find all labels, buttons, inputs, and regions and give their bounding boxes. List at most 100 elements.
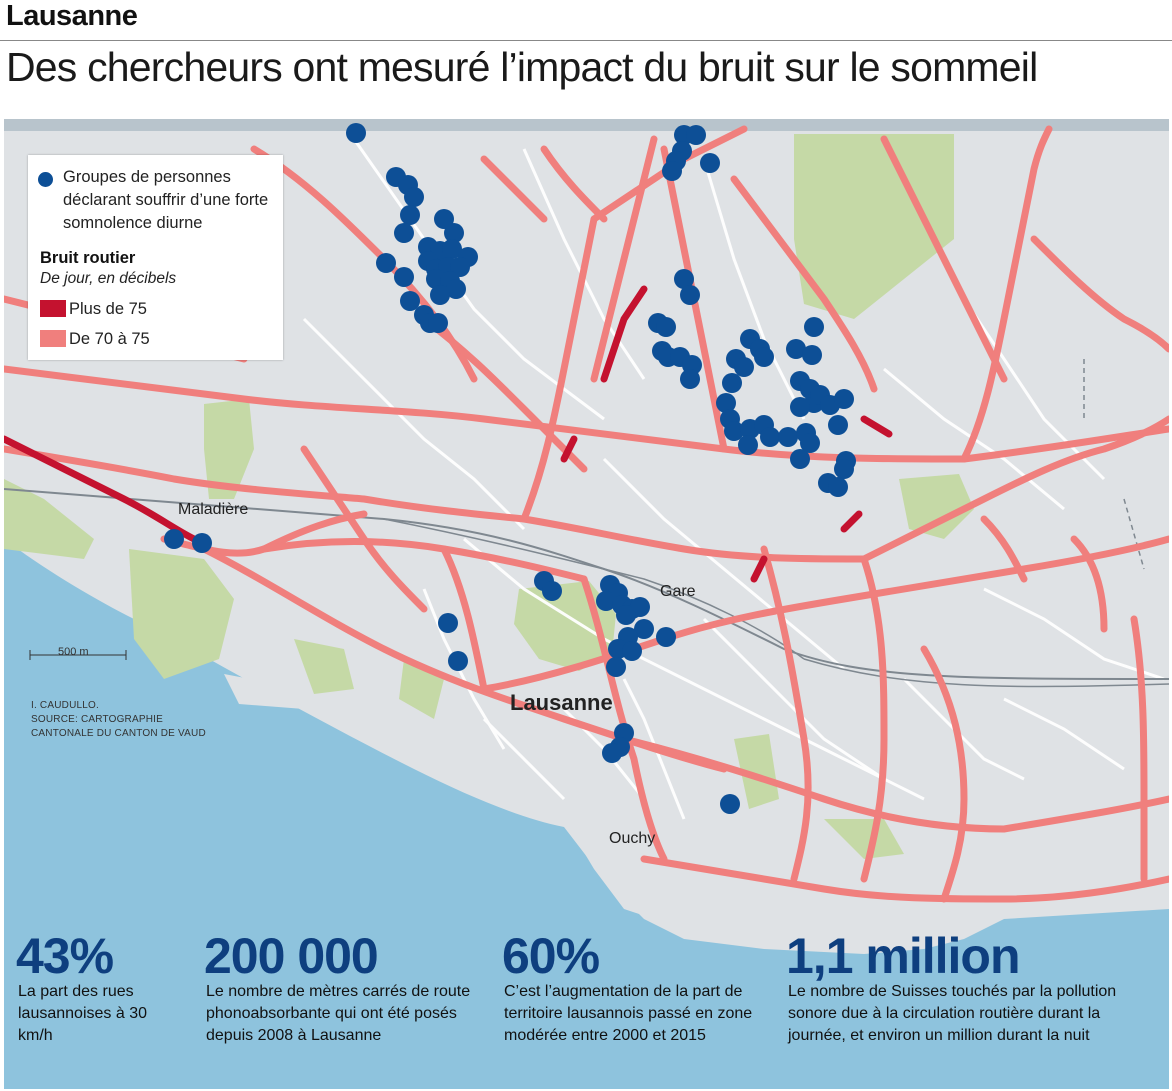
sleepiness-dot (786, 339, 806, 359)
label-lausanne: Lausanne (510, 690, 613, 715)
stat-text: Le nombre de Suisses touchés par la poll… (788, 983, 1117, 1044)
sleepiness-dot (674, 269, 694, 289)
stat-block: 200 000 Le nombre de mètres carrés de ro… (204, 925, 484, 1047)
sleepiness-dot (438, 613, 458, 633)
legend-swatch-medium (40, 330, 66, 347)
sleepiness-dot (800, 433, 820, 453)
scale-label: 500 m (58, 646, 89, 658)
legend-swatch-high (40, 300, 66, 317)
railway (1083, 359, 1145, 570)
sleepiness-dot (700, 153, 720, 173)
stat-value: 200 000 (204, 928, 379, 984)
sleepiness-dot (680, 285, 700, 305)
noise-map (4, 119, 1169, 1089)
stat-block: 1,1 million Le nombre de Suisses touchés… (786, 925, 1166, 1047)
credit-line: SOURCE: CARTOGRAPHIE (31, 714, 163, 725)
stat-text: C’est l’augmentation de la part de terri… (504, 983, 753, 1044)
park (129, 549, 234, 679)
noise-roads-75-plus (4, 285, 893, 583)
stat-text: Le nombre de mètres carrés de route phon… (206, 983, 471, 1044)
park (294, 639, 354, 694)
sleepiness-dot (790, 397, 810, 417)
park (4, 479, 94, 559)
label-gare: Gare (660, 583, 696, 600)
sleepiness-dot (602, 743, 622, 763)
sleepiness-dot (656, 627, 676, 647)
sleepiness-dot (804, 317, 824, 337)
header-rule (0, 40, 1172, 41)
sleepiness-dot (754, 347, 774, 367)
park (824, 819, 904, 859)
credit-line: CANTONALE DU CANTON DE VAUD (31, 728, 206, 739)
sleepiness-dot (448, 651, 468, 671)
sleepiness-dot (400, 205, 420, 225)
stat-value: 1,1 million (786, 928, 1021, 984)
sleepiness-dot (428, 313, 448, 333)
sleepiness-dot (656, 317, 676, 337)
legend-label-medium: De 70 à 75 (69, 330, 150, 348)
stat-block: 43% La part des rues lausannoises à 30 k… (16, 925, 186, 1047)
sleepiness-dot (606, 657, 626, 677)
map-legend: Groupes de personnes déclarant souffrir … (28, 155, 283, 360)
sleepiness-dots (164, 123, 856, 814)
harbour-pier (224, 674, 304, 709)
ouchy-port (564, 819, 654, 919)
section-kicker: Lausanne (6, 0, 138, 32)
sleepiness-dot (376, 253, 396, 273)
sleepiness-dot (802, 345, 822, 365)
map-credit: I. CAUDULLO. SOURCE: CARTOGRAPHIE CANTON… (31, 699, 206, 741)
stat-text: La part des rues lausannoises à 30 km/h (18, 983, 147, 1044)
sleepiness-dot (444, 223, 464, 243)
sleepiness-dot (394, 267, 414, 287)
stat-value: 43% (16, 928, 114, 984)
legend-noise-subtitle: De jour, en décibels (40, 270, 177, 287)
sleepiness-dot (404, 187, 424, 207)
sleepiness-dot (760, 427, 780, 447)
sleepiness-dot (790, 449, 810, 469)
sleepiness-dot (346, 123, 366, 143)
stat-value: 60% (502, 928, 600, 984)
sleepiness-dot (720, 794, 740, 814)
label-ouchy: Ouchy (609, 830, 656, 847)
blue-dot-icon (38, 172, 53, 187)
credit-line: I. CAUDULLO. (31, 700, 99, 711)
sleepiness-dot (722, 373, 742, 393)
sleepiness-dot (430, 285, 450, 305)
legend-dot-label: Groupes de personnes déclarant souffrir … (63, 168, 269, 232)
sleepiness-dot (828, 477, 848, 497)
sleepiness-dot (834, 459, 854, 479)
sleepiness-dot (450, 257, 470, 277)
sleepiness-dot (778, 427, 798, 447)
sleepiness-dot (596, 591, 616, 611)
sleepiness-dot (724, 421, 744, 441)
top-shade (4, 119, 1169, 131)
sleepiness-dot (680, 369, 700, 389)
railway (803, 658, 1169, 688)
sleepiness-dot (434, 209, 454, 229)
sleepiness-dot (834, 389, 854, 409)
legend-label-high: Plus de 75 (69, 300, 147, 318)
sleepiness-dot (686, 125, 706, 145)
sleepiness-dot (622, 641, 642, 661)
sleepiness-dot (716, 393, 736, 413)
sleepiness-dot (738, 435, 758, 455)
legend-noise-title: Bruit routier (40, 249, 136, 267)
label-maladiere: Maladière (178, 501, 249, 518)
scale-bar (29, 650, 127, 660)
sleepiness-dot (542, 581, 562, 601)
sleepiness-dot (662, 161, 682, 181)
sleepiness-dot (164, 529, 184, 549)
sleepiness-dot (394, 223, 414, 243)
sleepiness-dot (442, 239, 462, 259)
noise-roads-70-75 (4, 125, 1169, 903)
sleepiness-dot (400, 291, 420, 311)
park (734, 734, 779, 809)
sleepiness-dot (828, 415, 848, 435)
sleepiness-dot (734, 357, 754, 377)
park (204, 399, 254, 499)
sleepiness-dot (616, 605, 636, 625)
stat-block: 60% C’est l’augmentation de la part de t… (502, 925, 772, 1047)
sleepiness-dot (446, 279, 466, 299)
park (794, 134, 954, 319)
sleepiness-dot (192, 533, 212, 553)
